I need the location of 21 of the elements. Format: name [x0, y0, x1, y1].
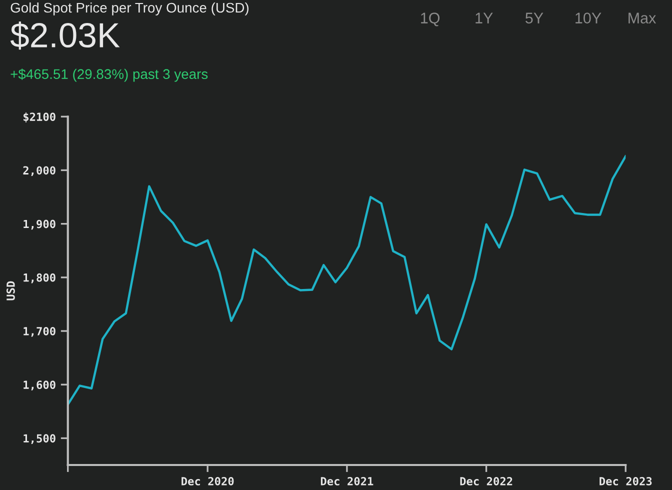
- x-tick-label: Dec 2021: [320, 477, 374, 486]
- text: 1Y: [476, 12, 493, 24]
- y-tick-label: 1,500: [24, 434, 56, 444]
- text: 1Q: [421, 12, 440, 26]
- x-tick-label: Dec 2020: [182, 477, 234, 486]
- y-tick-label: 1,700: [24, 326, 56, 337]
- y-tick-label: 1,900: [24, 220, 56, 230]
- chart-title: Gold Spot Price per Troy Ounce (USD): [10, 2, 249, 16]
- text: +$465.51 (29.83%) past 3 years: [10, 68, 208, 82]
- y-axis-title: USD: [6, 281, 15, 300]
- x-tick-label: Dec 2023: [600, 477, 652, 486]
- text: 5Y: [526, 12, 544, 24]
- text: Max: [628, 12, 656, 24]
- y-tick-label: 1,600: [24, 380, 56, 390]
- line-series: [68, 155, 626, 406]
- y-tick-label: 2,000: [23, 166, 56, 176]
- text: 10Y: [576, 12, 602, 24]
- chart-subtitle: $2.03K: [10, 22, 120, 50]
- x-tick-label: Dec 2022: [460, 477, 512, 486]
- y-tick-label: 1,800: [24, 273, 56, 284]
- y-tick-label: $2100: [24, 112, 56, 122]
